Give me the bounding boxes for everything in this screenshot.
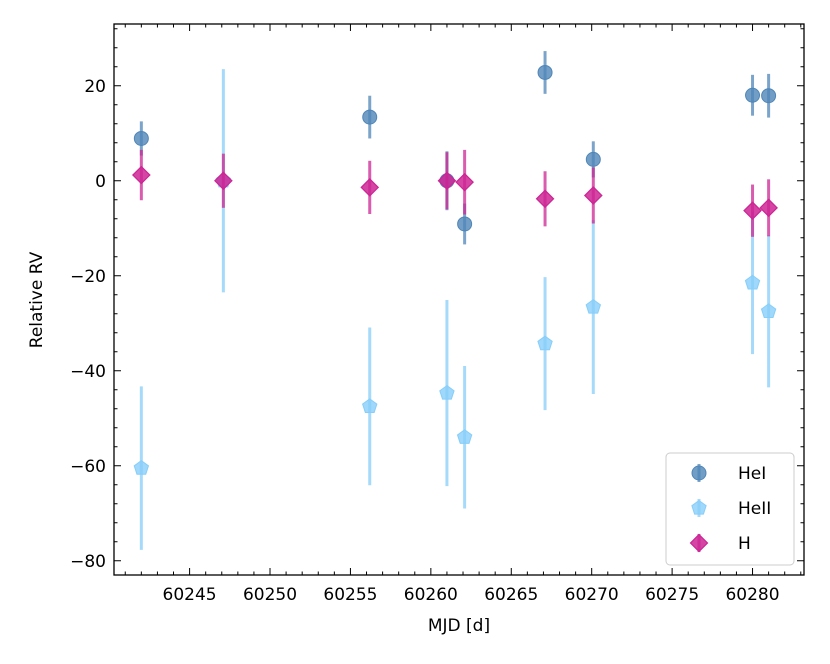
data-point xyxy=(439,384,455,400)
data-point xyxy=(583,186,603,205)
legend-label-hei: HeI xyxy=(738,464,766,484)
y-tick-label: −80 xyxy=(70,552,106,572)
x-tick-label: 60245 xyxy=(163,585,217,605)
data-point xyxy=(131,165,151,185)
y-tick-label: −40 xyxy=(70,362,106,382)
legend-marker-hei xyxy=(691,465,707,481)
data-point xyxy=(362,398,378,413)
data-point xyxy=(133,460,150,475)
data-point xyxy=(745,87,761,103)
data-point xyxy=(457,216,473,232)
data-point xyxy=(360,178,380,197)
data-point xyxy=(362,109,378,125)
data-point xyxy=(535,189,555,209)
x-tick-label: 60280 xyxy=(725,585,779,605)
x-tick-label: 60270 xyxy=(565,585,619,605)
y-tick-label: 20 xyxy=(84,77,106,97)
legend-marker-h xyxy=(689,533,709,553)
series-h xyxy=(131,149,778,237)
legend: HeI HeII H xyxy=(665,452,795,566)
plot-frame xyxy=(113,23,805,576)
x-tick-label: 60275 xyxy=(645,585,699,605)
data-point xyxy=(743,201,762,221)
data-point xyxy=(760,303,777,318)
data-point xyxy=(455,172,474,192)
ticks-layer: 60245 60250 60255 60260 60265 60270 60275 60280… xyxy=(70,24,804,605)
legend-label-heii: HeII xyxy=(738,499,771,519)
points-layer xyxy=(131,51,778,550)
x-axis-label: MJD [d] xyxy=(428,616,490,636)
x-tick-label: 60260 xyxy=(404,585,458,605)
y-axis-label: Relative RV xyxy=(27,251,47,348)
data-point xyxy=(585,298,602,314)
data-point xyxy=(456,429,473,444)
data-point xyxy=(585,151,601,167)
data-point xyxy=(537,335,553,351)
legend-marker-heii xyxy=(691,499,707,515)
legend-label-h: H xyxy=(738,534,751,554)
y-tick-label: −20 xyxy=(70,267,106,287)
y-tick-label: 0 xyxy=(95,172,106,192)
x-tick-label: 60265 xyxy=(484,585,538,605)
data-point xyxy=(744,274,761,290)
data-point xyxy=(537,64,553,80)
y-tick-label: −60 xyxy=(70,457,106,477)
series-hei xyxy=(133,51,777,245)
legend-box xyxy=(665,452,795,566)
data-point xyxy=(214,171,233,191)
data-point xyxy=(133,130,149,146)
data-point xyxy=(437,171,457,191)
x-tick-label: 60250 xyxy=(243,585,297,605)
data-point xyxy=(761,88,777,104)
x-tick-label: 60255 xyxy=(323,585,377,605)
data-point xyxy=(759,198,778,218)
